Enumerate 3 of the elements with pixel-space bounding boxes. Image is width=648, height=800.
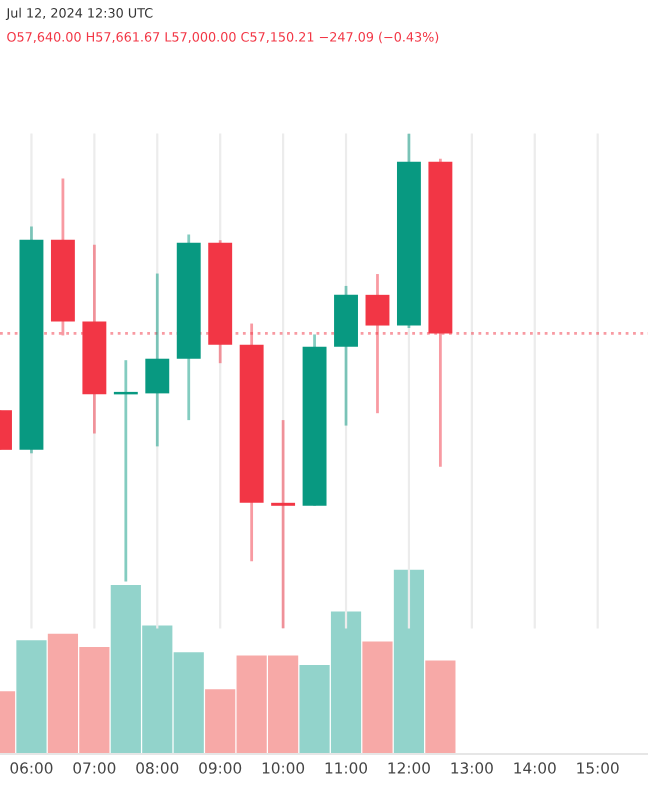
bar bbox=[425, 660, 456, 754]
bar bbox=[362, 641, 393, 754]
bar bbox=[393, 569, 425, 754]
